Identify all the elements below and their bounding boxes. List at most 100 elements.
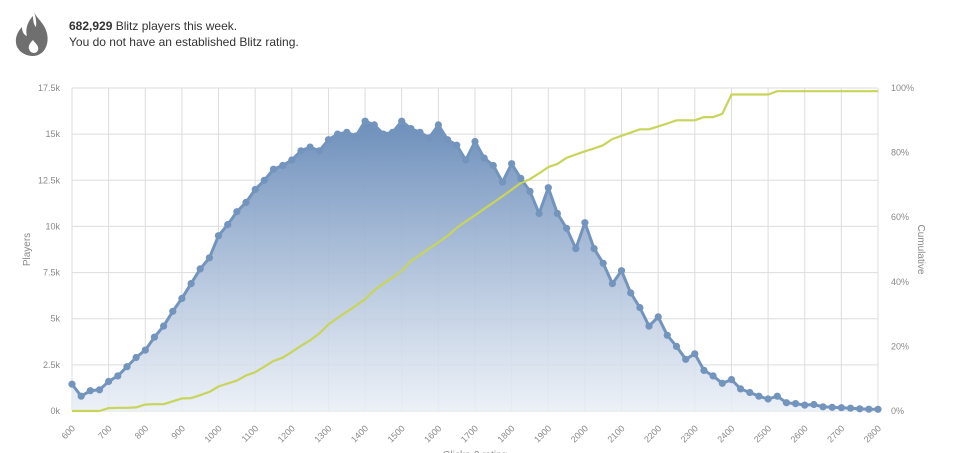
x-tick-label: 1800 (496, 423, 517, 444)
players-data-point (627, 289, 635, 297)
players-data-point (737, 385, 745, 393)
y-tick-label: 0k (50, 406, 60, 416)
players-data-point (233, 208, 241, 216)
players-data-point (343, 128, 351, 136)
players-data-point (443, 136, 452, 144)
players-data-point (682, 355, 690, 363)
x-tick-label: 2600 (789, 423, 810, 444)
players-data-point (672, 342, 681, 350)
players-data-point (114, 372, 122, 380)
y-tick-label: 10k (45, 221, 60, 231)
x-tick-label: 1500 (386, 423, 407, 444)
players-data-point (141, 346, 149, 354)
y2-tick-label: 100% (891, 83, 914, 93)
x-tick-label: 1000 (202, 423, 223, 444)
players-data-point (389, 128, 397, 136)
players-data-point (526, 187, 534, 195)
fire-icon (15, 9, 48, 56)
x-tick-label: 1900 (532, 423, 553, 444)
players-data-point (856, 405, 864, 413)
cumulative-series-line (72, 90, 878, 413)
players-data-point (617, 267, 626, 275)
y-tick-label: 7.5k (43, 268, 61, 278)
players-data-point (535, 209, 543, 218)
y-tick-label: 5k (50, 314, 60, 324)
players-data-point (150, 333, 158, 341)
y-tick-label: 17.5k (38, 83, 61, 93)
players-data-point (288, 156, 296, 164)
players-data-point (352, 132, 360, 140)
players-data-point (416, 128, 424, 136)
players-data-point (297, 147, 305, 155)
players-data-point (865, 405, 873, 413)
y-tick-label: 15k (45, 129, 60, 139)
y2-tick-label: 60% (891, 212, 909, 222)
players-data-point (434, 121, 442, 129)
y-tick-label: 2.5k (43, 360, 61, 370)
x-tick-label: 1700 (459, 423, 480, 444)
players-points (68, 117, 882, 413)
players-data-point (242, 198, 250, 206)
players-data-point (279, 161, 287, 170)
x-tick-label: 900 (169, 423, 187, 441)
players-data-point (471, 137, 479, 146)
x-tick-label: 1300 (312, 423, 333, 444)
players-data-point (498, 178, 507, 186)
players-data-point (590, 245, 598, 253)
x-tick-label: 700 (96, 423, 114, 441)
x-tick-label: 600 (59, 423, 77, 441)
players-data-point (837, 404, 846, 412)
players-data-point (489, 161, 497, 170)
players-data-point (544, 184, 552, 192)
players-data-point (792, 400, 800, 408)
players-data-point (563, 224, 571, 232)
players-data-point (306, 143, 314, 151)
x-tick-label: 1600 (422, 423, 443, 444)
players-data-point (178, 294, 186, 302)
players-data-point (874, 405, 882, 413)
players-data-point (398, 117, 406, 125)
players-data-point (132, 353, 140, 362)
x-tick-label: 2400 (715, 423, 736, 444)
players-data-point (746, 388, 754, 397)
players-data-point (361, 117, 369, 125)
players-data-point (709, 372, 717, 380)
players-data-point (462, 156, 470, 164)
x-tick-label: 1400 (349, 423, 370, 444)
players-data-point (755, 392, 763, 400)
players-data-point (407, 125, 415, 133)
players-data-point (636, 304, 644, 312)
players-data-point (77, 392, 85, 400)
players-data-point (581, 219, 589, 227)
players-data-point (553, 209, 562, 218)
players-data-point (764, 395, 772, 403)
players-data-point (846, 404, 855, 412)
y2-tick-label: 80% (891, 148, 909, 158)
players-data-point (773, 392, 781, 400)
players-data-point (224, 221, 232, 229)
players-data-point (572, 245, 580, 253)
players-count: 682,929 (69, 19, 113, 33)
players-data-point (260, 176, 268, 184)
players-data-point (654, 313, 662, 321)
players-data-point (251, 185, 259, 194)
players-data-point (599, 259, 607, 267)
x-tick-label: 2200 (642, 423, 663, 444)
players-data-point (68, 380, 76, 388)
x-tick-label: 2800 (862, 423, 883, 444)
players-data-point (727, 376, 736, 384)
players-data-point (508, 160, 516, 168)
y2-tick-label: 40% (891, 277, 909, 287)
x-tick-label: 800 (133, 423, 151, 441)
players-data-point (425, 134, 433, 142)
players-data-point (645, 322, 653, 330)
players-data-point (608, 280, 617, 288)
y2-tick-label: 20% (891, 341, 909, 351)
players-data-point (663, 331, 671, 339)
x-tick-label: 1200 (276, 423, 297, 444)
players-data-point (691, 350, 699, 358)
rating-note: You do not have an established Blitz rat… (69, 35, 299, 49)
players-data-point (480, 154, 488, 162)
players-area (72, 121, 878, 411)
